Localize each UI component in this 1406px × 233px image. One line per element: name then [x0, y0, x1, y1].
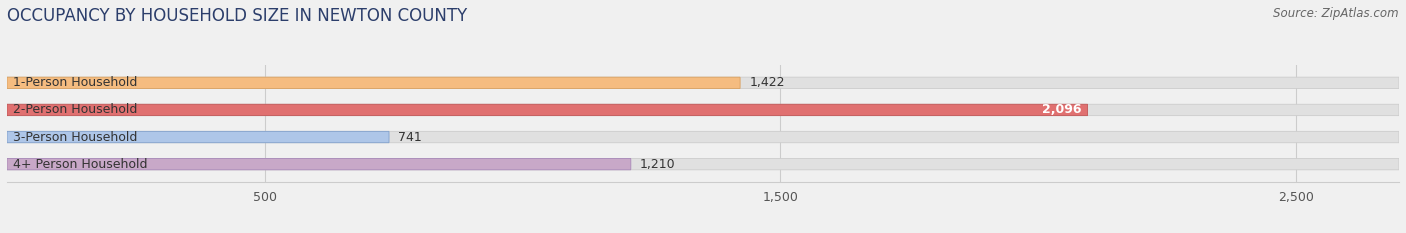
Text: 1-Person Household: 1-Person Household	[13, 76, 138, 89]
Text: 741: 741	[398, 130, 422, 144]
Text: Source: ZipAtlas.com: Source: ZipAtlas.com	[1274, 7, 1399, 20]
FancyBboxPatch shape	[7, 131, 1399, 143]
Text: 1,210: 1,210	[640, 158, 676, 171]
FancyBboxPatch shape	[7, 77, 740, 89]
Text: 4+ Person Household: 4+ Person Household	[13, 158, 148, 171]
FancyBboxPatch shape	[7, 104, 1088, 116]
FancyBboxPatch shape	[7, 104, 1399, 116]
Text: 3-Person Household: 3-Person Household	[13, 130, 138, 144]
FancyBboxPatch shape	[7, 77, 1399, 89]
Text: 1,422: 1,422	[749, 76, 785, 89]
FancyBboxPatch shape	[7, 158, 631, 170]
Text: 2-Person Household: 2-Person Household	[13, 103, 138, 116]
FancyBboxPatch shape	[7, 158, 1399, 170]
Text: OCCUPANCY BY HOUSEHOLD SIZE IN NEWTON COUNTY: OCCUPANCY BY HOUSEHOLD SIZE IN NEWTON CO…	[7, 7, 467, 25]
Text: 2,096: 2,096	[1042, 103, 1081, 116]
FancyBboxPatch shape	[7, 131, 389, 143]
